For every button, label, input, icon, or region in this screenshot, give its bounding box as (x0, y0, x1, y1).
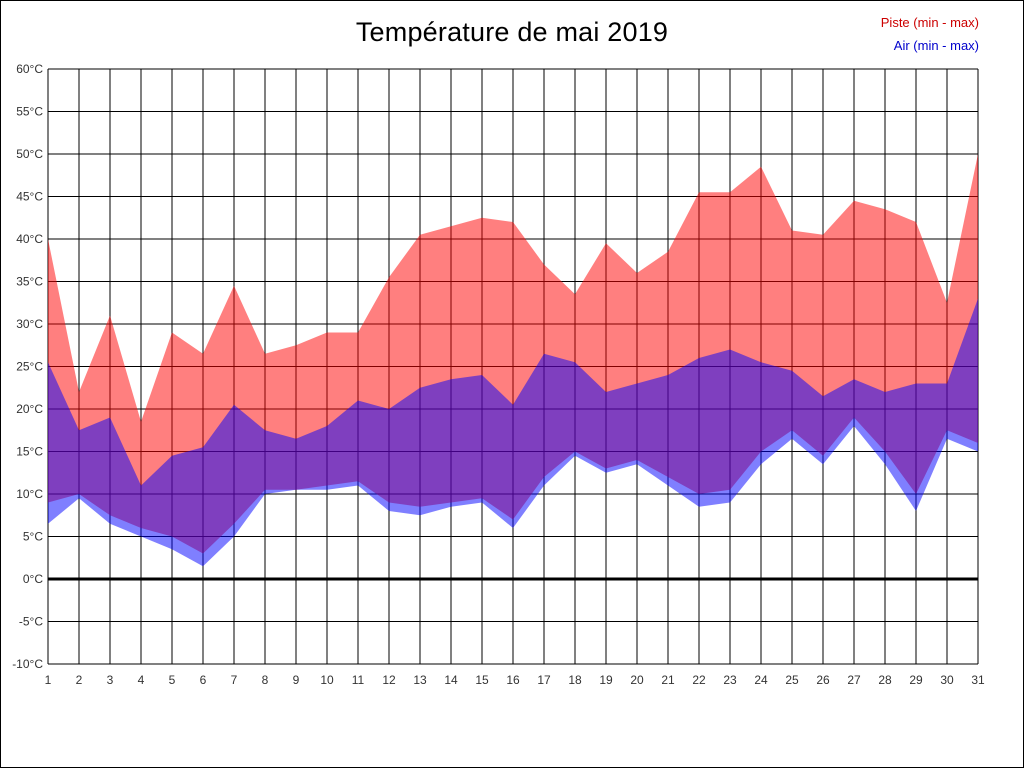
svg-text:10: 10 (320, 673, 334, 687)
svg-text:31: 31 (971, 673, 985, 687)
svg-text:2: 2 (76, 673, 83, 687)
svg-text:12: 12 (382, 673, 396, 687)
legend: Piste (min - max) Air (min - max) (881, 11, 979, 57)
svg-text:24: 24 (754, 673, 768, 687)
chart-title: Température de mai 2019 (355, 17, 669, 47)
svg-text:25°C: 25°C (16, 360, 43, 374)
svg-text:3: 3 (107, 673, 114, 687)
svg-text:23: 23 (723, 673, 737, 687)
svg-text:10°C: 10°C (16, 487, 43, 501)
svg-text:35°C: 35°C (16, 275, 43, 289)
svg-text:7: 7 (231, 673, 238, 687)
svg-text:20°C: 20°C (16, 402, 43, 416)
svg-text:25: 25 (785, 673, 799, 687)
svg-text:30°C: 30°C (16, 317, 43, 331)
svg-text:22: 22 (692, 673, 706, 687)
svg-text:-10°C: -10°C (12, 657, 43, 671)
svg-text:-5°C: -5°C (19, 615, 43, 629)
svg-text:5°C: 5°C (23, 530, 43, 544)
svg-text:15°C: 15°C (16, 445, 43, 459)
svg-text:40°C: 40°C (16, 232, 43, 246)
svg-text:21: 21 (661, 673, 675, 687)
svg-text:11: 11 (352, 673, 365, 687)
svg-text:13: 13 (413, 673, 427, 687)
svg-text:45°C: 45°C (16, 190, 43, 204)
svg-text:5: 5 (169, 673, 176, 687)
svg-text:1: 1 (45, 673, 52, 687)
svg-text:20: 20 (630, 673, 644, 687)
svg-text:60°C: 60°C (16, 62, 43, 76)
svg-text:17: 17 (537, 673, 551, 687)
svg-text:19: 19 (599, 673, 613, 687)
svg-text:4: 4 (138, 673, 145, 687)
svg-text:27: 27 (847, 673, 861, 687)
svg-text:9: 9 (293, 673, 300, 687)
svg-text:50°C: 50°C (16, 147, 43, 161)
svg-text:26: 26 (816, 673, 830, 687)
svg-text:8: 8 (262, 673, 269, 687)
legend-piste-label: Piste (min - max) (880, 15, 979, 30)
svg-text:15: 15 (475, 673, 489, 687)
svg-text:28: 28 (878, 673, 892, 687)
svg-text:55°C: 55°C (16, 105, 43, 119)
svg-text:30: 30 (940, 673, 954, 687)
legend-air-label: Air (min - max) (893, 38, 979, 53)
svg-text:6: 6 (200, 673, 207, 687)
svg-text:16: 16 (506, 673, 520, 687)
svg-text:18: 18 (568, 673, 582, 687)
svg-text:29: 29 (909, 673, 923, 687)
svg-text:0°C: 0°C (23, 572, 43, 586)
svg-text:14: 14 (444, 673, 458, 687)
